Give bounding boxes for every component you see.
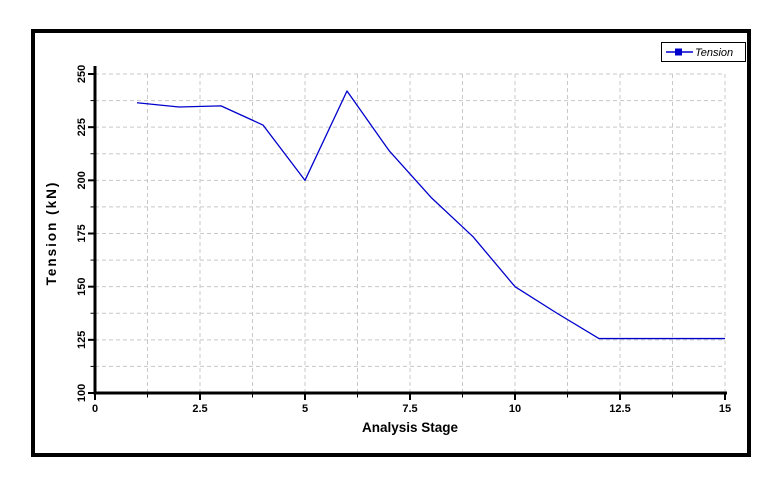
legend[interactable]: Tension <box>661 42 746 62</box>
x-tick-label: 10 <box>509 403 521 415</box>
y-tick-label: 125 <box>76 331 88 349</box>
tick-marks <box>88 73 726 400</box>
data-series <box>136 90 725 340</box>
legend-square-marker-icon <box>675 48 682 56</box>
tick-labels: 100 125 150 175 200 225 250 0 2.5 5 7.5 10 12.5 15 <box>76 65 731 415</box>
y-tick-label: 100 <box>76 384 88 402</box>
x-tick-label: 15 <box>719 403 731 415</box>
grid-lines <box>95 73 726 393</box>
x-tick-label: 2.5 <box>192 403 207 415</box>
y-axis-title: Tension (kN) <box>44 181 59 286</box>
chart-frame: 100 125 150 175 200 225 250 0 2.5 5 7.5 10 12.5 15 An… <box>31 29 751 457</box>
y-tick-label: 175 <box>76 224 88 242</box>
x-tick-label: 7.5 <box>402 403 417 415</box>
x-tick-label: 5 <box>302 403 308 415</box>
x-tick-label: 0 <box>92 403 98 415</box>
x-tick-label: 12.5 <box>609 403 630 415</box>
legend-label: Tension <box>695 47 733 59</box>
y-tick-label: 150 <box>76 277 88 295</box>
x-axis-title: Analysis Stage <box>362 420 459 435</box>
y-tick-label: 250 <box>76 65 88 83</box>
tension-series-line <box>136 90 725 340</box>
y-tick-label: 225 <box>76 118 88 136</box>
legend-box <box>661 42 746 62</box>
y-tick-label: 200 <box>76 171 88 189</box>
chart-canvas: 100 125 150 175 200 225 250 0 2.5 5 7.5 10 12.5 15 An… <box>44 42 746 435</box>
